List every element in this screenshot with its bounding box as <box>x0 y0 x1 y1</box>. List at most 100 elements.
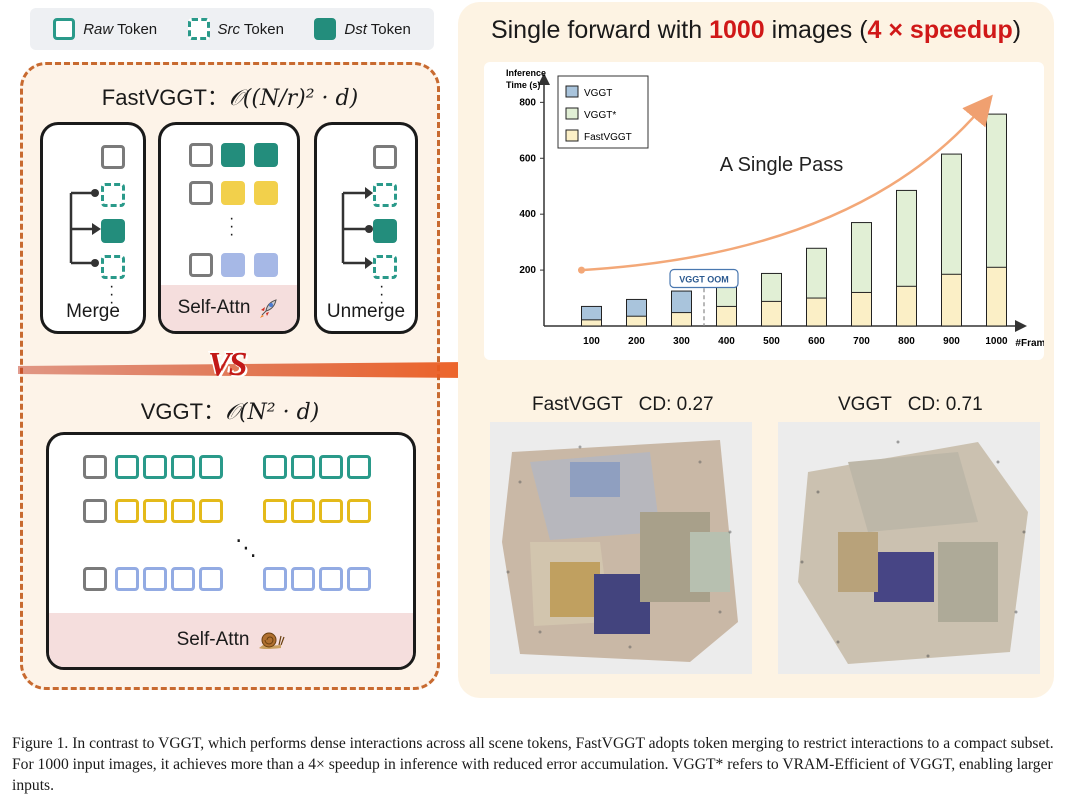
dense-token <box>347 499 371 523</box>
legend-src-name: Src <box>217 20 241 38</box>
fast-self-attn-box: · · · Self-Attn <box>158 122 300 334</box>
vggt-formula: 𝒪(N² · d) <box>225 400 320 425</box>
legend-swatch <box>565 107 579 120</box>
dense-token <box>171 567 195 591</box>
legend-label: VGGT <box>584 88 612 99</box>
legend-raw-name: Raw <box>83 20 114 38</box>
raw-token <box>189 181 213 205</box>
bar-fastvggt <box>986 266 1007 327</box>
legend-label: FastVGGT <box>584 132 632 143</box>
fast-self-attn-band: Self-Attn <box>161 285 297 331</box>
raw-token <box>189 253 213 277</box>
vggt-self-attn-label: Self-Attn <box>176 629 250 650</box>
fast-recon-title: FastVGGT CD: 0.27 <box>532 394 714 416</box>
bar-fastvggt <box>851 291 872 327</box>
src-token <box>101 183 125 207</box>
vggt-recon-name: VGGT <box>838 394 892 415</box>
dense-token <box>199 455 223 479</box>
x-tick-label: 500 <box>763 336 780 347</box>
bar-fastvggt <box>896 285 917 327</box>
dense-token <box>319 455 343 479</box>
raw-token <box>101 145 125 169</box>
diagonal-ellipsis-icon: ⋱ <box>235 535 259 560</box>
dst-token <box>373 219 397 243</box>
dense-token <box>199 567 223 591</box>
bar-fastvggt <box>716 305 737 327</box>
fastvggt-reconstruction-image <box>490 422 752 674</box>
dense-token <box>263 455 287 479</box>
vggt-complexity: VGGT：𝒪(N² · d) <box>140 399 320 425</box>
legend-dst-token: Dst Token <box>314 18 411 40</box>
dense-token <box>171 499 195 523</box>
dense-token <box>319 567 343 591</box>
dense-token <box>143 567 167 591</box>
legend-raw-token: Raw Token <box>53 18 157 40</box>
vggt-self-attn-band: Self-Attn <box>49 613 413 667</box>
src-token-swatch <box>187 18 210 40</box>
results-title: Single forward with 1000 images (4 × spe… <box>458 16 1054 45</box>
dense-token <box>171 455 195 479</box>
dst-token-blue <box>221 253 245 277</box>
vs-label: VS <box>208 346 248 383</box>
y-tick-label: 400 <box>519 209 536 220</box>
dense-token <box>143 499 167 523</box>
oom-badge <box>669 268 739 289</box>
legend-label: VGGT* <box>584 110 616 121</box>
x-tick-label: 200 <box>628 336 645 347</box>
raw-token <box>83 455 107 479</box>
raw-token <box>83 499 107 523</box>
legend-swatch <box>565 129 579 142</box>
dense-token <box>263 499 287 523</box>
vertical-ellipsis-icon: · · · <box>109 278 115 311</box>
bar-fastvggt <box>581 319 602 327</box>
dst-token <box>101 219 125 243</box>
merge-connector-icon <box>69 189 101 267</box>
fast-recon-name: FastVGGT <box>532 394 623 415</box>
legend-src-token: Src Token <box>187 18 284 40</box>
y-tick-label: 600 <box>519 153 536 164</box>
vs-arrow-icon <box>18 344 510 396</box>
dst-token-yellow <box>221 181 245 205</box>
src-token <box>373 183 397 207</box>
single-pass-annotation: A Single Pass <box>720 154 843 176</box>
dense-token <box>115 567 139 591</box>
dense-token <box>143 455 167 479</box>
x-tick-label: 100 <box>583 336 600 347</box>
title-prefix: Single forward with <box>490 16 710 44</box>
x-tick-label: 800 <box>898 336 915 347</box>
dense-token <box>291 567 315 591</box>
dense-token <box>347 567 371 591</box>
title-count: 1000 <box>709 16 765 44</box>
dst-token <box>254 143 278 167</box>
fastvggt-formula: 𝒪((N/r)² · d) <box>228 86 359 111</box>
dense-token <box>347 455 371 479</box>
vggt-dense-box: ⋱ Self-Attn <box>46 432 416 670</box>
token-legend: Raw Token Src Token Dst Token <box>30 8 434 50</box>
x-tick-label: 600 <box>808 336 825 347</box>
dense-token <box>291 455 315 479</box>
bar-fastvggt <box>671 312 692 327</box>
inference-time-chart: Inference Time (s) 200 400 600 800 100 200 300 40… <box>484 62 1044 360</box>
raw-token-swatch <box>53 18 76 40</box>
bar-fastvggt <box>941 273 962 327</box>
legend-dst-suffix: Token <box>366 20 411 38</box>
x-tick-label: 400 <box>718 336 735 347</box>
fast-recon-metric: CD: 0.27 <box>638 394 714 415</box>
y-tick-label: 200 <box>519 265 536 276</box>
dst-token-blue <box>254 253 278 277</box>
rocket-icon <box>260 299 278 318</box>
legend-raw-suffix: Token <box>113 20 158 38</box>
dst-token-swatch <box>314 18 337 40</box>
x-tick-label: 700 <box>853 336 870 347</box>
unmerge-connector-icon <box>341 187 373 269</box>
legend-src-suffix: Token <box>240 20 284 38</box>
y-axis-label-line1: Inference <box>506 68 546 78</box>
dense-token <box>319 499 343 523</box>
legend-swatch <box>565 85 579 98</box>
trend-start-dot <box>578 266 585 274</box>
merge-label: Merge <box>66 301 120 322</box>
raw-token <box>373 145 397 169</box>
oom-label: VGGT OOM <box>679 274 729 284</box>
fastvggt-complexity: FastVGGT：𝒪((N/r)² · d) <box>101 85 359 111</box>
unmerge-label: Unmerge <box>326 301 406 322</box>
